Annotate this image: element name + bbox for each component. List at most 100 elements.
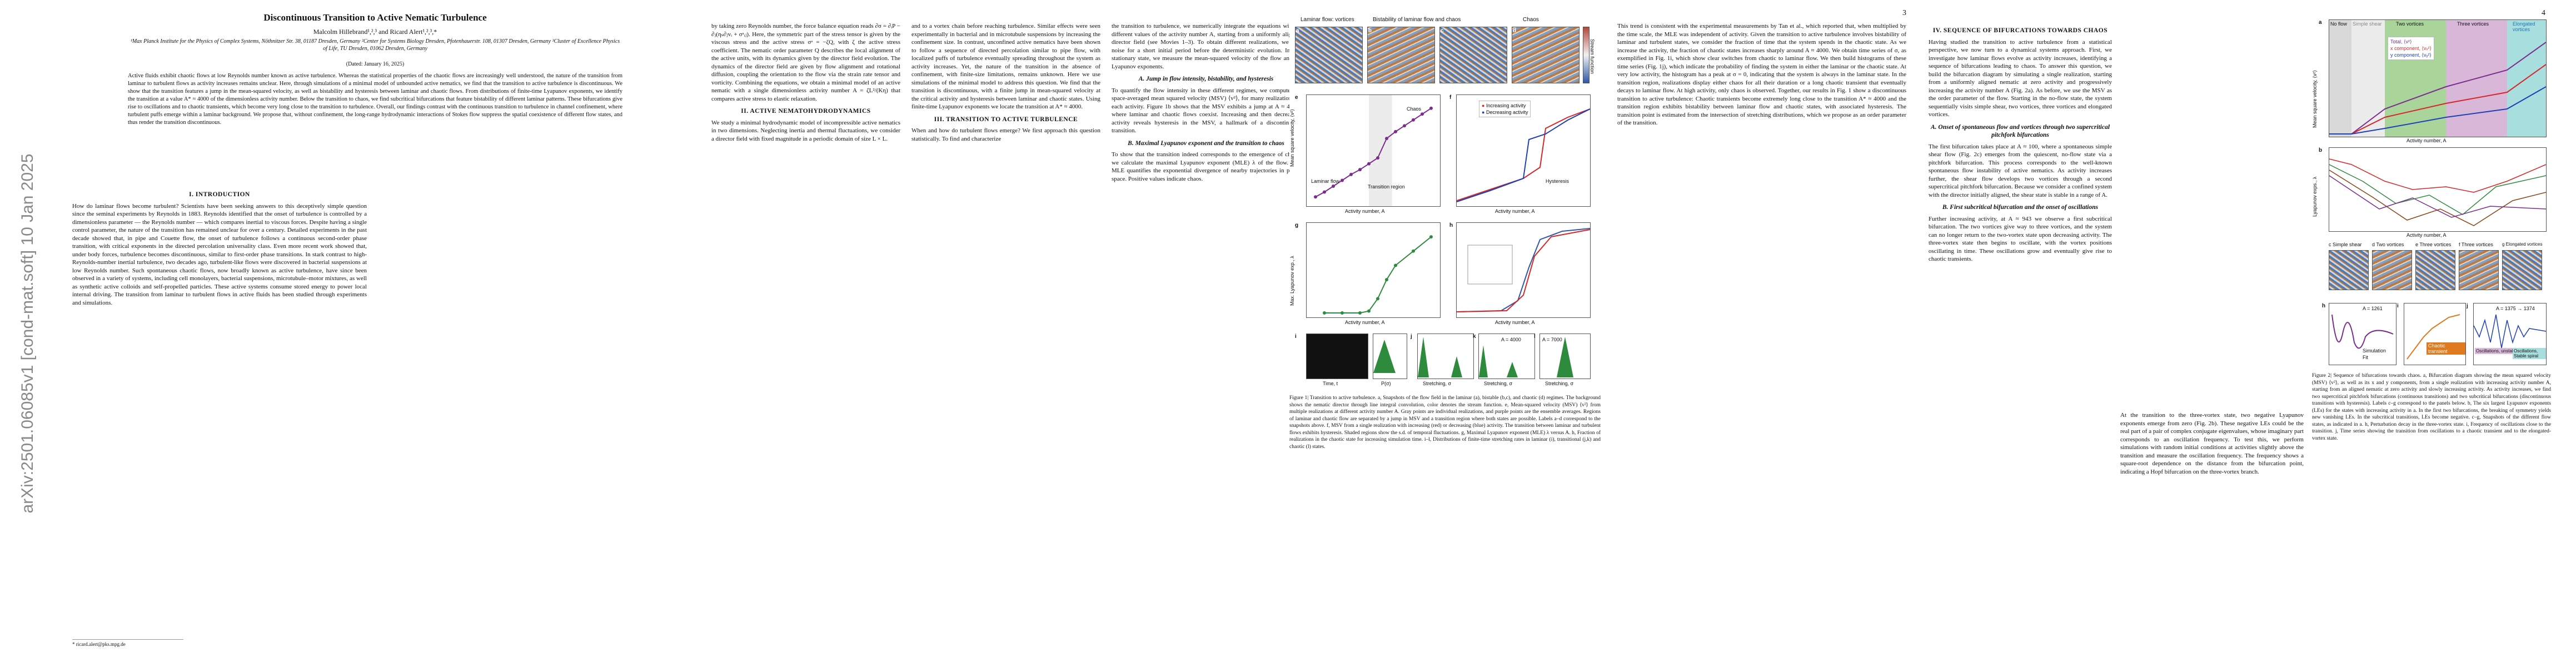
label-a: a	[1296, 28, 1299, 34]
fig2-osc-unstable: Oscillations, unstable spiral	[2475, 348, 2531, 354]
mle-point	[1385, 278, 1388, 282]
page2-column-3: the transition to turbulence, we numeric…	[1112, 22, 1301, 186]
msv-plot-svg	[1314, 95, 1433, 206]
msv-point	[1358, 168, 1362, 172]
hist-j-svg	[1418, 337, 1462, 377]
band-label-elongated: Elongated vortices	[2513, 21, 2535, 32]
legend-increasing: ● Increasing activity	[1482, 103, 1526, 108]
mle-points	[1323, 235, 1433, 315]
fig2-i-annot: Chaotic transient	[2426, 342, 2465, 355]
increasing-activity-line	[1457, 108, 1590, 201]
band-no-flow	[2329, 20, 2351, 137]
msv-point	[1376, 156, 1379, 160]
le-4	[2329, 175, 2546, 218]
ylabel-mle: Max. Lyapunov exp., λ	[1289, 256, 1295, 306]
region-laminar-label: Laminar flow	[1311, 178, 1340, 184]
msv-point	[1314, 195, 1317, 199]
band-label-two-vortices: Two vortices	[2396, 21, 2424, 27]
mle-point	[1394, 263, 1397, 267]
mle-line	[1324, 236, 1432, 313]
band-label-no-flow: No flow	[2330, 21, 2348, 27]
panel-g-mle	[1306, 222, 1441, 318]
msv-points	[1314, 106, 1433, 199]
paper-date: (Dated: January 16, 2025)	[346, 61, 405, 67]
hist-k-curve	[1479, 345, 1518, 377]
fig2-label-i: i	[2397, 303, 2399, 309]
mle-point	[1367, 309, 1371, 313]
oscillation-curve	[2474, 314, 2546, 349]
legend-y: y component, ⟨vᵧ²⟩	[2390, 52, 2431, 58]
xlabel-stretch-k: Stretching, σ	[1484, 381, 1513, 386]
region-transition-label: Transition region	[1368, 184, 1405, 190]
page-1: Discontinuous Transition to Active Nemat…	[61, 0, 689, 667]
fig2-snapshot-c	[2329, 250, 2369, 290]
fig2-h-svg	[2331, 314, 2394, 349]
fig2-i-svg	[2406, 314, 2460, 360]
xlabel-stretch-j: Stretching, σ	[1423, 381, 1452, 386]
subsection-heading-jump: A. Jump in flow intensity, bistability, …	[1138, 76, 1274, 82]
fig2-snapshot-g	[2502, 250, 2542, 290]
legend-x: x component, ⟨vₓ²⟩	[2390, 46, 2432, 51]
fig2-snapshot-d	[2372, 250, 2412, 290]
figure-1-caption: Figure 1| Transition to active turbulenc…	[1289, 395, 1601, 450]
panel-l-hist: A = 7000	[1539, 334, 1591, 379]
x-msv-line	[2329, 64, 2546, 135]
fig2-title-f: f Three vortices	[2459, 242, 2493, 247]
fraction-inset	[1467, 245, 1513, 285]
page2-column-2: and to a vortex chain before reaching tu…	[911, 22, 1100, 146]
page2-col3-b: To quantify the flow intensity in these …	[1112, 87, 1301, 135]
panel-title-bistability: Bistability of laminar flow and chaos	[1373, 17, 1461, 23]
fig2-j-svg	[2474, 314, 2546, 349]
mle-point	[1412, 249, 1415, 253]
fig2-xlabel-b: Activity number, A	[2406, 232, 2447, 238]
fig2-label-a: a	[2319, 19, 2322, 26]
hist-j-curve	[1418, 337, 1462, 377]
panel-f-hysteresis: ● Increasing activity ● Decreasing activ…	[1456, 94, 1591, 207]
label-e: e	[1295, 94, 1298, 101]
hist-l-curve	[1557, 337, 1573, 377]
fig2-label-b: b	[2319, 147, 2323, 153]
msv-point	[1341, 178, 1344, 182]
fig2-j-annot: A = 1375 → 1374	[2496, 306, 2535, 311]
label-b: b	[1368, 28, 1372, 34]
stream-function-label: Stream function	[1590, 39, 1595, 74]
xlabel-time-i: Time, t	[1323, 381, 1338, 386]
footnote: * ricard.alert@pks.mpg.de	[72, 639, 183, 647]
ylabel-msv: Mean square velocity, ⟨v²⟩	[1289, 109, 1295, 167]
xlabel-ps: P(σ)	[1381, 381, 1391, 386]
page4-col1-text: Having studied the transition to active …	[1929, 38, 2112, 118]
l-annotation: A = 7000	[1542, 337, 1562, 342]
hysteresis-label: Hysteresis	[1546, 178, 1569, 184]
le-3	[2329, 170, 2546, 226]
fig2-osc-stable: Oscillations, Stable spiral	[2513, 348, 2546, 359]
snapshot-c	[1439, 27, 1507, 83]
label-h: h	[1449, 222, 1453, 228]
xlabel-activity-h: Activity number, A	[1495, 320, 1535, 325]
arxiv-sidebar: arXiv:2501.06085v1 [cond-mat.soft] 10 Ja…	[11, 78, 44, 589]
page4-col1-b: The first bifurcation takes place at A ≈…	[1929, 143, 2112, 198]
subsection-heading-lyapunov: B. Maximal Lyapunov exponent and the tra…	[1128, 140, 1284, 147]
snapshot-d	[1512, 27, 1580, 83]
fig2-panel-i: Chaotic transient	[2404, 303, 2466, 365]
xlabel-stretch-l: Stretching, σ	[1545, 381, 1574, 386]
msv-point	[1332, 184, 1335, 188]
le-1	[2329, 158, 2546, 193]
snapshot-a	[1295, 27, 1363, 83]
perturbation-curve	[2331, 314, 2394, 349]
legend-total: Total, ⟨v²⟩	[2390, 39, 2412, 44]
msv-point	[1429, 106, 1433, 110]
label-g: g	[1295, 222, 1299, 228]
paper-title: Discontinuous Transition to Active Nemat…	[263, 12, 487, 23]
fig2-h-legend-sim: Simulation	[2363, 348, 2386, 354]
fig2-title-c: c Simple shear	[2329, 242, 2362, 247]
page2-col2-text: and to a vortex chain before reaching tu…	[911, 23, 1100, 110]
figure-2: No flow Simple shear Two vortices Three …	[2312, 17, 2551, 506]
msv-point	[1421, 112, 1424, 116]
xlabel-activity-g: Activity number, A	[1345, 320, 1385, 325]
page-number: 3	[1902, 9, 1906, 17]
msv-point	[1367, 162, 1371, 166]
page-4: 4 IV. SEQUENCE OF BIFURCATIONS TOWARDS C…	[1929, 0, 2557, 667]
region-chaos-label: Chaos	[1407, 106, 1422, 112]
fig2-ylabel-a: Mean square velocity, ⟨v²⟩	[2312, 70, 2318, 128]
panel-b-lyapunov	[2329, 147, 2547, 232]
